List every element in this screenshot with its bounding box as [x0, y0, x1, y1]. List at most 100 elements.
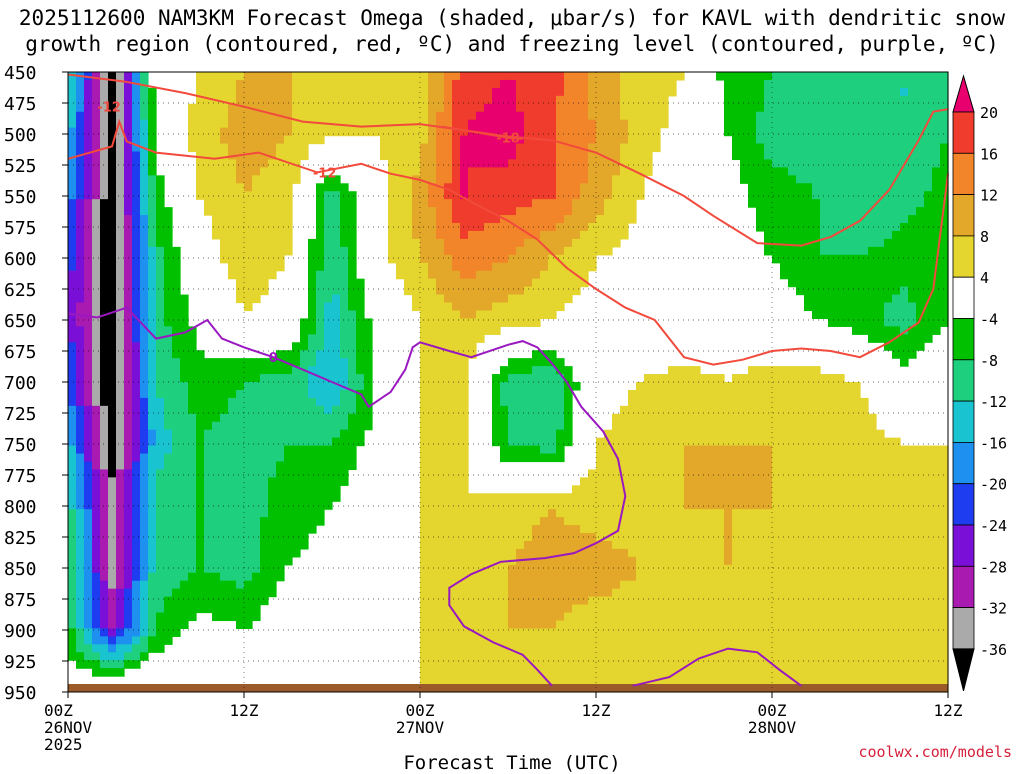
omega-cell: [588, 469, 597, 478]
omega-cell: [300, 358, 309, 367]
omega-cell: [492, 493, 501, 502]
omega-cell: [932, 540, 941, 550]
omega-cell: [860, 286, 869, 296]
omega-cell: [684, 493, 693, 502]
omega-cell: [700, 493, 709, 502]
omega-cell: [892, 533, 901, 542]
omega-cell: [644, 509, 653, 518]
omega-cell: [604, 95, 613, 105]
omega-cell: [612, 525, 621, 534]
omega-cell: [596, 183, 605, 192]
omega-cell: [556, 246, 565, 256]
omega-cell: [508, 79, 517, 89]
omega-cell: [364, 111, 373, 121]
omega-cell: [284, 437, 293, 447]
omega-cell: [836, 286, 845, 296]
omega-cell: [476, 294, 485, 304]
omega-cell: [900, 254, 909, 264]
omega-cell: [84, 167, 93, 176]
omega-cell: [412, 286, 421, 296]
omega-cell: [540, 119, 549, 129]
omega-cell: [852, 135, 861, 145]
omega-cell: [484, 167, 493, 176]
omega-cell: [420, 95, 429, 105]
omega-cell: [540, 374, 549, 383]
omega-cell: [756, 389, 765, 399]
omega-cell: [132, 119, 141, 129]
omega-cell: [492, 215, 501, 224]
omega-cell: [268, 111, 277, 121]
omega-cell: [852, 127, 861, 137]
omega-cell: [900, 350, 909, 359]
omega-cell: [148, 437, 157, 447]
omega-cell: [916, 310, 925, 320]
omega-cell: [900, 286, 909, 296]
omega-cell: [228, 207, 237, 216]
omega-cell: [892, 294, 901, 304]
omega-cell: [460, 405, 469, 415]
omega-cell: [452, 469, 461, 478]
omega-cell: [876, 111, 885, 121]
omega-cell: [292, 72, 301, 81]
omega-cell: [476, 262, 485, 272]
omega-cell: [372, 79, 381, 89]
omega-cell: [180, 501, 189, 510]
omega-cell: [780, 254, 789, 264]
omega-cell: [292, 485, 301, 494]
omega-cell: [236, 127, 245, 137]
omega-cell: [516, 87, 525, 97]
omega-cell: [804, 485, 813, 494]
omega-cell: [500, 254, 509, 264]
omega-cell: [172, 254, 181, 264]
omega-cell: [804, 429, 813, 439]
omega-cell: [676, 477, 685, 486]
omega-cell: [148, 493, 157, 502]
omega-cell: [748, 191, 757, 200]
omega-cell: [828, 302, 837, 312]
omega-cell: [140, 87, 149, 97]
omega-cell: [764, 103, 773, 113]
omega-cell: [844, 382, 853, 391]
omega-cell: [284, 413, 293, 423]
omega-cell: [556, 262, 565, 272]
omega-cell: [236, 254, 245, 264]
omega-cell: [196, 87, 205, 97]
omega-cell: [452, 374, 461, 383]
omega-cell: [508, 286, 517, 296]
omega-cell: [524, 405, 533, 415]
omega-cell: [820, 310, 829, 320]
omega-cell: [924, 509, 933, 518]
omega-cell: [124, 79, 133, 89]
omega-cell: [532, 382, 541, 391]
omega-cell: [364, 405, 373, 415]
omega-cell: [204, 103, 213, 113]
omega-cell: [900, 223, 909, 232]
omega-cell: [940, 223, 949, 232]
omega-cell: [852, 278, 861, 288]
omega-cell: [844, 95, 853, 105]
omega-cell: [436, 469, 445, 478]
omega-cell: [852, 286, 861, 296]
omega-cell: [420, 485, 429, 494]
omega-cell: [764, 127, 773, 137]
omega-cell: [140, 270, 149, 280]
omega-cell: [724, 429, 733, 439]
omega-cell: [140, 159, 149, 168]
omega-cell: [668, 72, 677, 81]
omega-cell: [532, 429, 541, 439]
omega-cell: [356, 382, 365, 391]
omega-cell: [364, 95, 373, 105]
omega-cell: [644, 135, 653, 145]
omega-cell: [620, 151, 629, 161]
omega-cell: [532, 437, 541, 447]
omega-cell: [516, 278, 525, 288]
omega-cell: [316, 223, 325, 232]
omega-cell: [844, 389, 853, 399]
omega-cell: [500, 199, 509, 208]
omega-cell: [444, 517, 453, 526]
omega-cell: [84, 207, 93, 216]
omega-cell: [764, 143, 773, 153]
omega-cell: [452, 358, 461, 367]
omega-cell: [580, 517, 589, 526]
omega-cell: [500, 453, 509, 463]
